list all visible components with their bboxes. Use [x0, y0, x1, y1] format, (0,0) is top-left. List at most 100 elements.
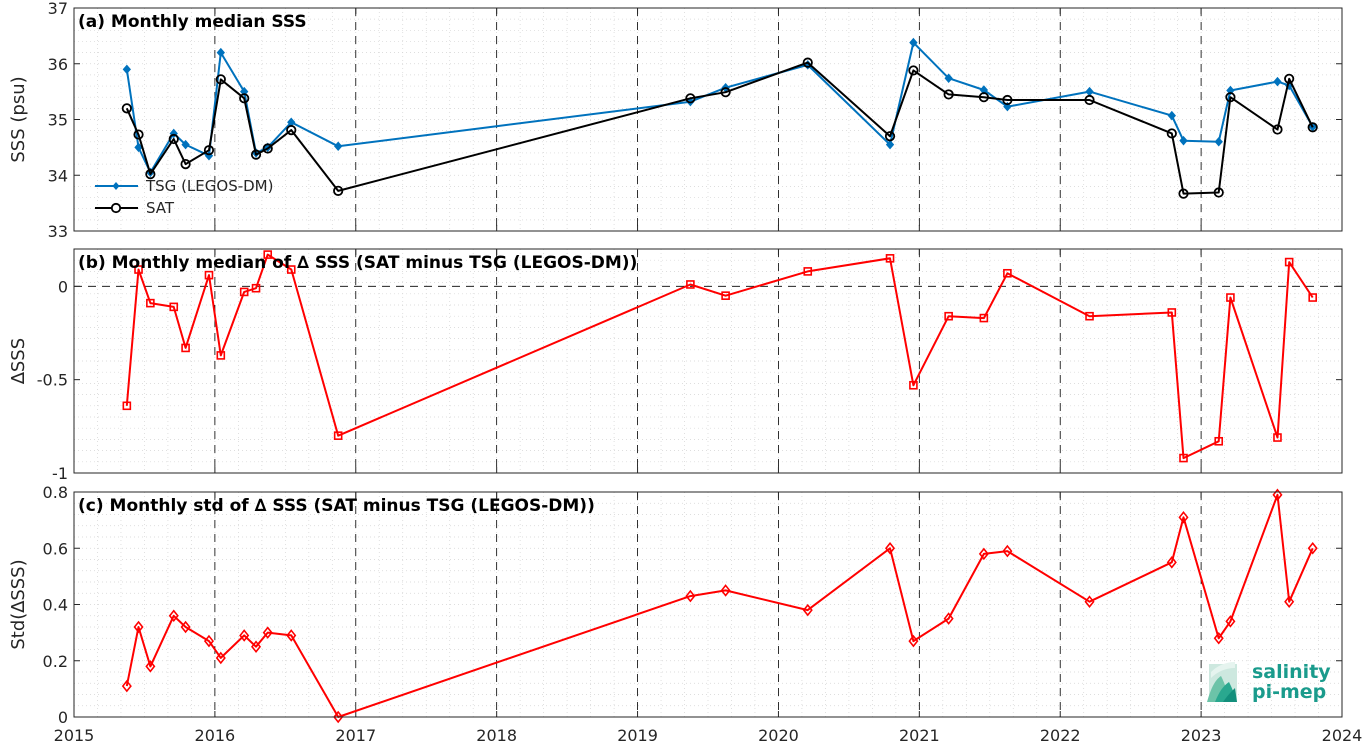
- data-point-marker: [286, 124, 297, 136]
- data-point-marker: [1214, 137, 1223, 147]
- x-tick-label: 2018: [476, 726, 517, 745]
- series-line: [125, 493, 1314, 718]
- data-point-marker: [721, 291, 730, 300]
- logo-line2: pi-mep: [1252, 681, 1326, 703]
- data-point-marker: [134, 142, 143, 153]
- data-point-marker: [146, 298, 155, 308]
- data-point-marker: [168, 609, 179, 623]
- data-point-marker: [885, 541, 896, 555]
- data-point-marker: [1178, 188, 1189, 199]
- x-tick-label: 2022: [1040, 726, 1081, 745]
- data-point-marker: [943, 612, 954, 625]
- data-point-marker: [978, 92, 989, 103]
- data-point-marker: [944, 73, 953, 84]
- data-point-marker: [1284, 595, 1295, 608]
- data-point-marker: [333, 431, 343, 440]
- data-point-marker: [1179, 135, 1188, 146]
- data-point-marker: [262, 143, 273, 154]
- data-point-marker: [180, 620, 191, 634]
- y-axis-label: SSS (psu): [8, 76, 29, 162]
- legend-marker: [112, 182, 120, 190]
- salinity-pi-mep-logo: salinity pi-mep: [1207, 661, 1331, 703]
- data-point-marker: [909, 380, 918, 390]
- axes-frame: [73, 248, 1343, 474]
- data-point-marker: [122, 401, 132, 411]
- legend-marker: [110, 202, 122, 214]
- y-tick-label: 35: [48, 111, 68, 130]
- data-point-marker: [216, 47, 225, 58]
- y-tick-label: 33: [48, 222, 68, 241]
- data-point-marker: [251, 283, 261, 293]
- x-tick-label: 2020: [758, 726, 799, 745]
- data-point-marker: [720, 584, 731, 597]
- data-point-marker: [203, 145, 215, 156]
- panel-title: (a) Monthly median SSS: [78, 12, 307, 32]
- data-point-marker: [1307, 541, 1318, 555]
- data-point-marker: [181, 139, 190, 150]
- legend-entry-label: SAT: [146, 199, 175, 217]
- axes-frame: [73, 7, 1343, 232]
- data-point-marker: [908, 634, 919, 648]
- data-point-marker: [1002, 94, 1013, 106]
- data-point-marker: [1307, 122, 1318, 133]
- y-axis-label: Std(∆SSS): [8, 559, 29, 649]
- y-tick-label: 0.6: [43, 539, 68, 558]
- data-point-marker: [884, 131, 896, 142]
- panel-c: 0 0.2 0.4 0.6 0.8 Std(∆SSS) (c) Monthly std of…: [8, 483, 1343, 727]
- series-sat: [121, 57, 1318, 199]
- x-tick-labels: 2015 2016 2017 2018 2019 2020 2021 2022 2023 2024: [54, 726, 1363, 745]
- data-point-marker: [909, 37, 918, 48]
- data-point-marker: [1084, 595, 1095, 608]
- data-point-marker: [286, 629, 297, 642]
- data-point-marker: [1167, 110, 1176, 121]
- y-tick-label: 0: [58, 277, 68, 296]
- y-tick-label: 36: [48, 55, 68, 74]
- data-point-marker: [1225, 615, 1236, 628]
- data-point-marker: [133, 620, 144, 634]
- panel-b: -1 -0.5 0 ∆SSS (b) Monthly median of ∆ SSS (…: [8, 248, 1343, 483]
- data-point-marker: [686, 280, 695, 289]
- grid: [73, 248, 1343, 474]
- data-point-marker: [215, 651, 226, 665]
- x-tick-label: 2017: [335, 726, 376, 745]
- x-tick-label: 2016: [195, 726, 236, 745]
- data-point-marker: [169, 302, 179, 312]
- data-point-marker: [1003, 268, 1012, 278]
- plot-area: [74, 8, 1342, 231]
- legend: TSG (LEGOS-DM) SAT: [95, 177, 273, 217]
- y-tick-label: 0.2: [43, 652, 68, 671]
- data-point-marker: [122, 64, 131, 75]
- data-point-marker: [169, 128, 178, 139]
- data-point-marker: [943, 89, 954, 100]
- panel-title: (c) Monthly std of ∆ SSS (SAT minus TSG …: [78, 496, 595, 516]
- data-point-marker: [1213, 187, 1224, 198]
- data-point-marker: [908, 65, 919, 76]
- data-point-marker: [286, 265, 296, 274]
- data-point-marker: [250, 149, 262, 160]
- grid: [73, 7, 1343, 232]
- data-point-marker: [1214, 436, 1224, 446]
- series-line: [125, 41, 1314, 174]
- data-point-marker: [803, 267, 813, 276]
- chart-panels: 33 34 35 36 37 SSS (psu) (a) Monthly median SS…: [8, 0, 1343, 727]
- data-point-marker: [1284, 73, 1295, 84]
- data-point-marker: [239, 287, 249, 297]
- data-point-marker: [216, 351, 226, 360]
- data-point-marker: [1213, 631, 1224, 645]
- series-line: [125, 253, 1314, 460]
- x-tick-label: 2024: [1322, 726, 1363, 745]
- data-point-marker: [239, 629, 250, 642]
- x-tick-label: 2023: [1181, 726, 1222, 745]
- data-point-marker: [134, 265, 143, 274]
- y-tick-label: 37: [48, 0, 68, 18]
- x-tick-label: 2015: [54, 726, 95, 745]
- data-point-marker: [802, 57, 813, 68]
- data-point-marker: [333, 185, 344, 196]
- data-point-marker: [239, 93, 250, 104]
- data-point-marker: [1179, 453, 1188, 463]
- data-point-marker: [1272, 488, 1283, 502]
- data-point-marker: [685, 93, 696, 104]
- data-point-marker: [885, 254, 895, 263]
- data-point-marker: [1084, 94, 1095, 106]
